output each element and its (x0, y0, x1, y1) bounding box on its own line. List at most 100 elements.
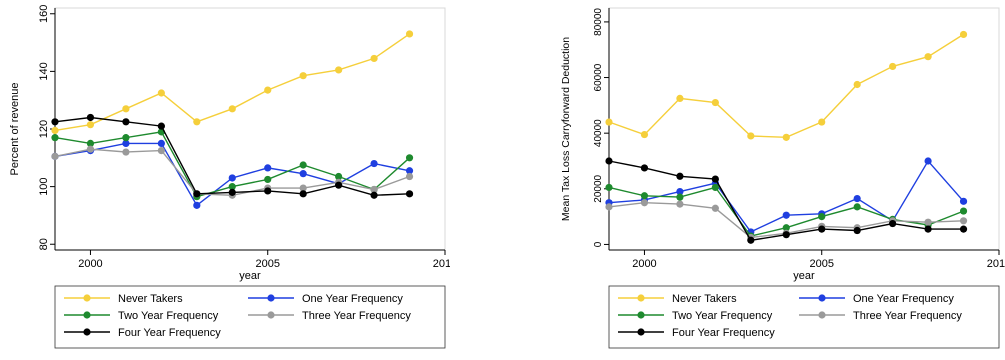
chart-1-point-four-year-frequency (782, 231, 790, 239)
chart-1-point-two-year-frequency (676, 193, 684, 201)
chart-0-point-never-takers (193, 118, 201, 126)
chart-0-point-never-takers (122, 105, 130, 113)
chart-1-point-one-year-frequency (782, 211, 790, 219)
chart-1-legend-marker-never-takers (637, 294, 645, 302)
chart-1-point-never-takers (818, 118, 826, 126)
chart-1-point-four-year-frequency (924, 225, 932, 233)
chart-1-point-two-year-frequency (853, 203, 861, 211)
chart-0-x-axis-title: year (239, 270, 261, 282)
chart-0-legend-label-four-year-frequency: Four Year Frequency (118, 327, 221, 339)
chart-0-point-never-takers (157, 89, 165, 97)
chart-1-point-two-year-frequency (959, 207, 968, 215)
chart-0-point-one-year-frequency (405, 167, 414, 175)
chart-1-point-three-year-frequency (711, 204, 719, 212)
chart-1-legend (608, 285, 1000, 349)
chart-1-point-four-year-frequency (640, 164, 649, 172)
chart-0-point-four-year-frequency (193, 190, 201, 198)
chart-1-point-two-year-frequency (640, 192, 649, 200)
chart-0-x-tick-label: 2005 (255, 258, 279, 270)
chart-1-y-tick-label: 80000 (593, 8, 604, 36)
chart-1-point-two-year-frequency (782, 224, 790, 232)
chart-0-point-three-year-frequency (122, 148, 130, 156)
chart-1-point-one-year-frequency (924, 157, 932, 165)
chart-0-point-one-year-frequency (122, 139, 130, 148)
chart-1-x-axis-title: year (793, 270, 815, 282)
chart-1-point-never-takers (889, 62, 897, 71)
chart-1-point-two-year-frequency (605, 183, 613, 192)
chart-0-plot-area (54, 7, 446, 251)
chart-percent-of-revenue: 80 100 120 140 160 2000 2005 2010 year Percent of… (9, 5, 450, 349)
chart-1-point-one-year-frequency (959, 197, 968, 205)
chart-0-legend-label-three-year-frequency: Three Year Frequency (302, 310, 411, 322)
chart-0-legend-label-never-takers: Never Takers (118, 293, 183, 305)
chart-0-legend-marker-two-year-frequency (83, 311, 91, 319)
chart-0-point-three-year-frequency (51, 152, 59, 160)
chart-panel-right: 0 20000 40000 60000 80000 2000 2005 2010 year Mea… (557, 0, 1005, 360)
chart-0-point-never-takers (370, 54, 378, 63)
chart-1-point-never-takers (747, 132, 755, 140)
chart-1-point-four-year-frequency (853, 226, 861, 235)
chart-1-point-never-takers (959, 30, 968, 39)
chart-1-legend-label-two-year-frequency: Two Year Frequency (672, 310, 773, 322)
chart-0-point-four-year-frequency (299, 190, 307, 198)
chart-1-y-axis-title: Mean Tax Loss Carryforward Deduction (560, 37, 572, 221)
chart-1-x-tick-label: 2010 (987, 258, 1005, 270)
chart-1-point-one-year-frequency (676, 187, 684, 196)
chart-0-point-never-takers (335, 66, 343, 74)
chart-1-point-four-year-frequency (711, 175, 719, 183)
chart-0-legend-label-one-year-frequency: One Year Frequency (302, 293, 403, 305)
chart-1-point-four-year-frequency (747, 236, 755, 244)
chart-0-point-four-year-frequency (86, 113, 95, 122)
chart-0-point-two-year-frequency (51, 134, 59, 142)
chart-0-point-one-year-frequency (157, 139, 165, 148)
chart-1-legend-marker-two-year-frequency (637, 311, 645, 319)
chart-0-y-tick-label: 120 (38, 120, 50, 138)
chart-1-point-never-takers (853, 80, 861, 89)
chart-0-point-four-year-frequency (122, 118, 130, 126)
chart-0-point-never-takers (299, 72, 307, 80)
chart-0-legend-marker-one-year-frequency (267, 294, 275, 302)
chart-1-point-never-takers (676, 94, 684, 103)
chart-0-y-tick-label: 100 (38, 177, 50, 195)
chart-1-y-tick-label: 20000 (593, 174, 604, 202)
chart-0-point-one-year-frequency (193, 201, 201, 209)
chart-1-point-never-takers (711, 98, 719, 107)
chart-0-point-one-year-frequency (370, 159, 378, 168)
chart-1-point-three-year-frequency (924, 218, 932, 226)
chart-0-point-four-year-frequency (370, 191, 378, 199)
chart-0-point-four-year-frequency (264, 187, 272, 195)
chart-0-y-tick-label: 160 (38, 5, 50, 23)
chart-1-y-tick-label: 60000 (593, 63, 604, 91)
chart-1-point-one-year-frequency (853, 194, 861, 203)
chart-panel-left: 80 100 120 140 160 2000 2005 2010 year Percent of… (0, 0, 450, 360)
chart-1-legend-label-one-year-frequency: One Year Frequency (853, 293, 954, 305)
chart-0-point-two-year-frequency (299, 161, 307, 169)
chart-0-point-one-year-frequency (264, 164, 272, 172)
chart-0-legend-marker-four-year-frequency (83, 328, 91, 336)
chart-0-y-tick-label: 80 (38, 238, 50, 250)
chart-0-point-four-year-frequency (405, 190, 414, 198)
chart-1-legend-marker-four-year-frequency (637, 328, 645, 336)
chart-0-x-tick-label: 2000 (78, 258, 102, 270)
chart-0-legend-marker-never-takers (83, 294, 91, 302)
chart-0-x-tick-label: 2010 (433, 258, 450, 270)
chart-0-point-four-year-frequency (157, 122, 165, 130)
chart-0-point-never-takers (51, 126, 59, 135)
chart-0-point-four-year-frequency (51, 118, 59, 126)
chart-0-point-three-year-frequency (370, 185, 378, 194)
chart-1-point-four-year-frequency (676, 172, 684, 180)
chart-1-legend-label-never-takers: Never Takers (672, 293, 737, 305)
chart-1-point-never-takers (924, 53, 932, 61)
chart-0-point-four-year-frequency (228, 188, 236, 196)
chart-1-point-four-year-frequency (605, 157, 613, 165)
chart-0-point-two-year-frequency (122, 134, 130, 142)
chart-0-point-three-year-frequency (405, 172, 414, 181)
chart-0-point-never-takers (86, 121, 95, 129)
chart-0-point-two-year-frequency (86, 139, 95, 148)
chart-0-legend (54, 285, 446, 349)
chart-0-y-tick-label: 140 (38, 62, 50, 80)
chart-0-legend-marker-three-year-frequency (267, 311, 275, 319)
chart-0-y-axis-title: Percent of revenue (9, 83, 21, 176)
chart-mean-tax-loss-carryforward: 0 20000 40000 60000 80000 2000 2005 2010 year Mea… (560, 7, 1005, 349)
chart-1-point-two-year-frequency (711, 183, 719, 192)
